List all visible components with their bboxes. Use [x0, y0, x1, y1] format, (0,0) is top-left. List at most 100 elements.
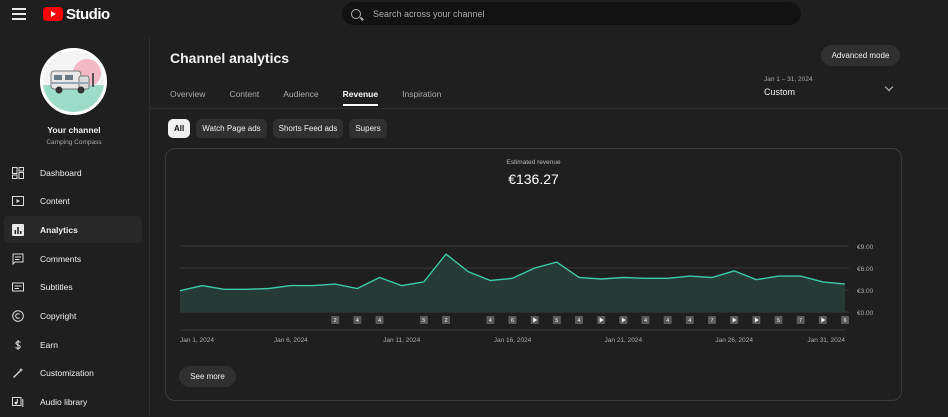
copyright-icon [12, 310, 24, 322]
marker-count-label: 2 [334, 318, 337, 324]
video-marker [708, 316, 716, 324]
sidebar: Your channel Camping Compass Dashboard C… [0, 37, 150, 416]
video-marker [486, 316, 495, 324]
audio-library-icon [12, 396, 24, 408]
comments-icon [12, 253, 24, 265]
tabs-divider [150, 108, 948, 109]
play-icon [621, 317, 626, 323]
video-marker [575, 316, 583, 324]
video-marker [419, 316, 428, 324]
metric-label: Estimated revenue [506, 159, 561, 166]
marker-count-label: 5 [777, 318, 780, 324]
sidebar-item-label: Content [40, 196, 70, 207]
studio-logo[interactable]: Studio [43, 5, 110, 23]
marker-count-label: 6 [511, 318, 514, 324]
y-tick-label: €9.00 [857, 244, 874, 251]
marker-count-label: 4 [688, 318, 691, 324]
tab-inspiration[interactable]: Inspiration [402, 89, 442, 99]
sidebar-item-content[interactable]: Content [4, 188, 142, 215]
revenue-line [179, 253, 846, 292]
marker-count-label: 4 [378, 318, 381, 324]
revenue-area [180, 254, 845, 312]
play-icon [599, 317, 604, 323]
play-icon [754, 317, 759, 323]
video-marker [508, 316, 517, 324]
video-marker [442, 316, 450, 324]
video-marker [641, 316, 650, 324]
channel-name: Your channel [47, 125, 101, 135]
sidebar-item-label: Customization [40, 368, 94, 379]
marker-count-label: 7 [799, 318, 802, 324]
analytics-icon [12, 223, 24, 236]
marker-count-label: 4 [489, 318, 492, 324]
tab-audience[interactable]: Audience [283, 89, 319, 99]
subtitles-icon [12, 281, 24, 293]
tab-revenue[interactable]: Revenue [342, 84, 379, 106]
x-tick-label: Jan 16, 2024 [494, 337, 532, 344]
customization-icon [12, 367, 24, 379]
see-more-button[interactable]: See more [179, 366, 236, 387]
chip-watch-page-ads[interactable]: Watch Page ads [196, 119, 267, 138]
chip-all[interactable]: All [168, 119, 191, 138]
marker-count-label: 4 [356, 318, 359, 324]
sidebar-nav: Dashboard Content Analytics Comments Sub… [4, 159, 142, 417]
sidebar-item-label: Analytics [40, 224, 78, 235]
x-tick-label: Jan 31, 2024 [807, 337, 845, 344]
sidebar-item-earn[interactable]: Earn [4, 331, 142, 358]
marker-count-label: 5 [422, 318, 425, 324]
sidebar-item-dashboard[interactable]: Dashboard [4, 159, 142, 186]
play-icon [821, 317, 826, 323]
sidebar-item-comments[interactable]: Comments [4, 245, 142, 272]
sidebar-item-subtitles[interactable]: Subtitles [4, 274, 142, 301]
date-range-text[interactable]: Jan 1 – 31, 2024 [764, 76, 813, 83]
video-marker [796, 316, 805, 324]
y-tick-label: €6.00 [857, 266, 874, 273]
analytics-tabs: Overview Content Audience Revenue Inspir… [170, 84, 465, 106]
sidebar-item-label: Dashboard [40, 167, 82, 178]
hamburger-menu-icon[interactable] [12, 8, 26, 20]
video-marker [552, 316, 561, 324]
sidebar-item-analytics[interactable]: Analytics [4, 216, 142, 244]
sidebar-item-customization[interactable]: Customization [4, 360, 142, 387]
sidebar-item-audio-library[interactable]: Audio library [4, 389, 142, 416]
chip-supers[interactable]: Supers [349, 119, 387, 138]
marker-count-label: 5 [555, 318, 558, 324]
sidebar-item-label: Earn [40, 339, 58, 350]
chevron-down-icon[interactable] [884, 82, 894, 92]
x-tick-label: Jan 11, 2024 [383, 337, 420, 344]
date-picker-label[interactable]: Custom [764, 87, 796, 97]
revenue-chart[interactable]: €9.00 €6.00 €3.00 €0.00 2 4 4 5 2 4 6 5 4 4 4 4 7 5 7 6 Jan … [166, 149, 901, 359]
video-marker [331, 316, 340, 324]
sidebar-item-label: Copyright [40, 310, 77, 321]
y-tick-label: €3.00 [857, 288, 874, 295]
x-tick-label: Jan 1, 2024 [180, 337, 214, 344]
marker-count-label: 4 [666, 318, 669, 324]
page-title: Channel analytics [170, 50, 290, 66]
sidebar-item-copyright[interactable]: Copyright [4, 302, 142, 329]
video-marker [685, 316, 694, 324]
x-tick-label: Jan 6, 2024 [274, 337, 308, 344]
tab-content[interactable]: Content [229, 89, 260, 99]
content-icon [12, 195, 24, 207]
marker-count-label: 6 [843, 318, 846, 324]
video-marker [841, 316, 849, 324]
search-bar[interactable] [342, 2, 801, 25]
marker-count-label: 2 [444, 318, 447, 324]
x-tick-label: Jan 21, 2024 [605, 337, 643, 344]
channel-handle: Camping Compass [46, 139, 102, 146]
dashboard-icon [12, 166, 24, 179]
tab-overview[interactable]: Overview [170, 89, 206, 99]
x-tick-label: Jan 26, 2024 [715, 337, 753, 344]
chip-shorts-feed-ads[interactable]: Shorts Feed ads [272, 119, 344, 138]
channel-avatar[interactable] [40, 48, 107, 115]
marker-count-label: 4 [577, 318, 580, 324]
sidebar-item-label: Comments [40, 253, 82, 264]
metric-value: €136.27 [508, 171, 559, 187]
video-marker [663, 316, 672, 324]
search-input[interactable] [371, 7, 771, 20]
search-icon[interactable] [351, 8, 361, 19]
advanced-mode-button[interactable]: Advanced mode [821, 45, 900, 66]
logo-text: Studio [66, 5, 110, 23]
marker-count-label: 4 [644, 318, 647, 324]
revenue-filter-chips: All Watch Page ads Shorts Feed ads Super… [168, 119, 393, 138]
